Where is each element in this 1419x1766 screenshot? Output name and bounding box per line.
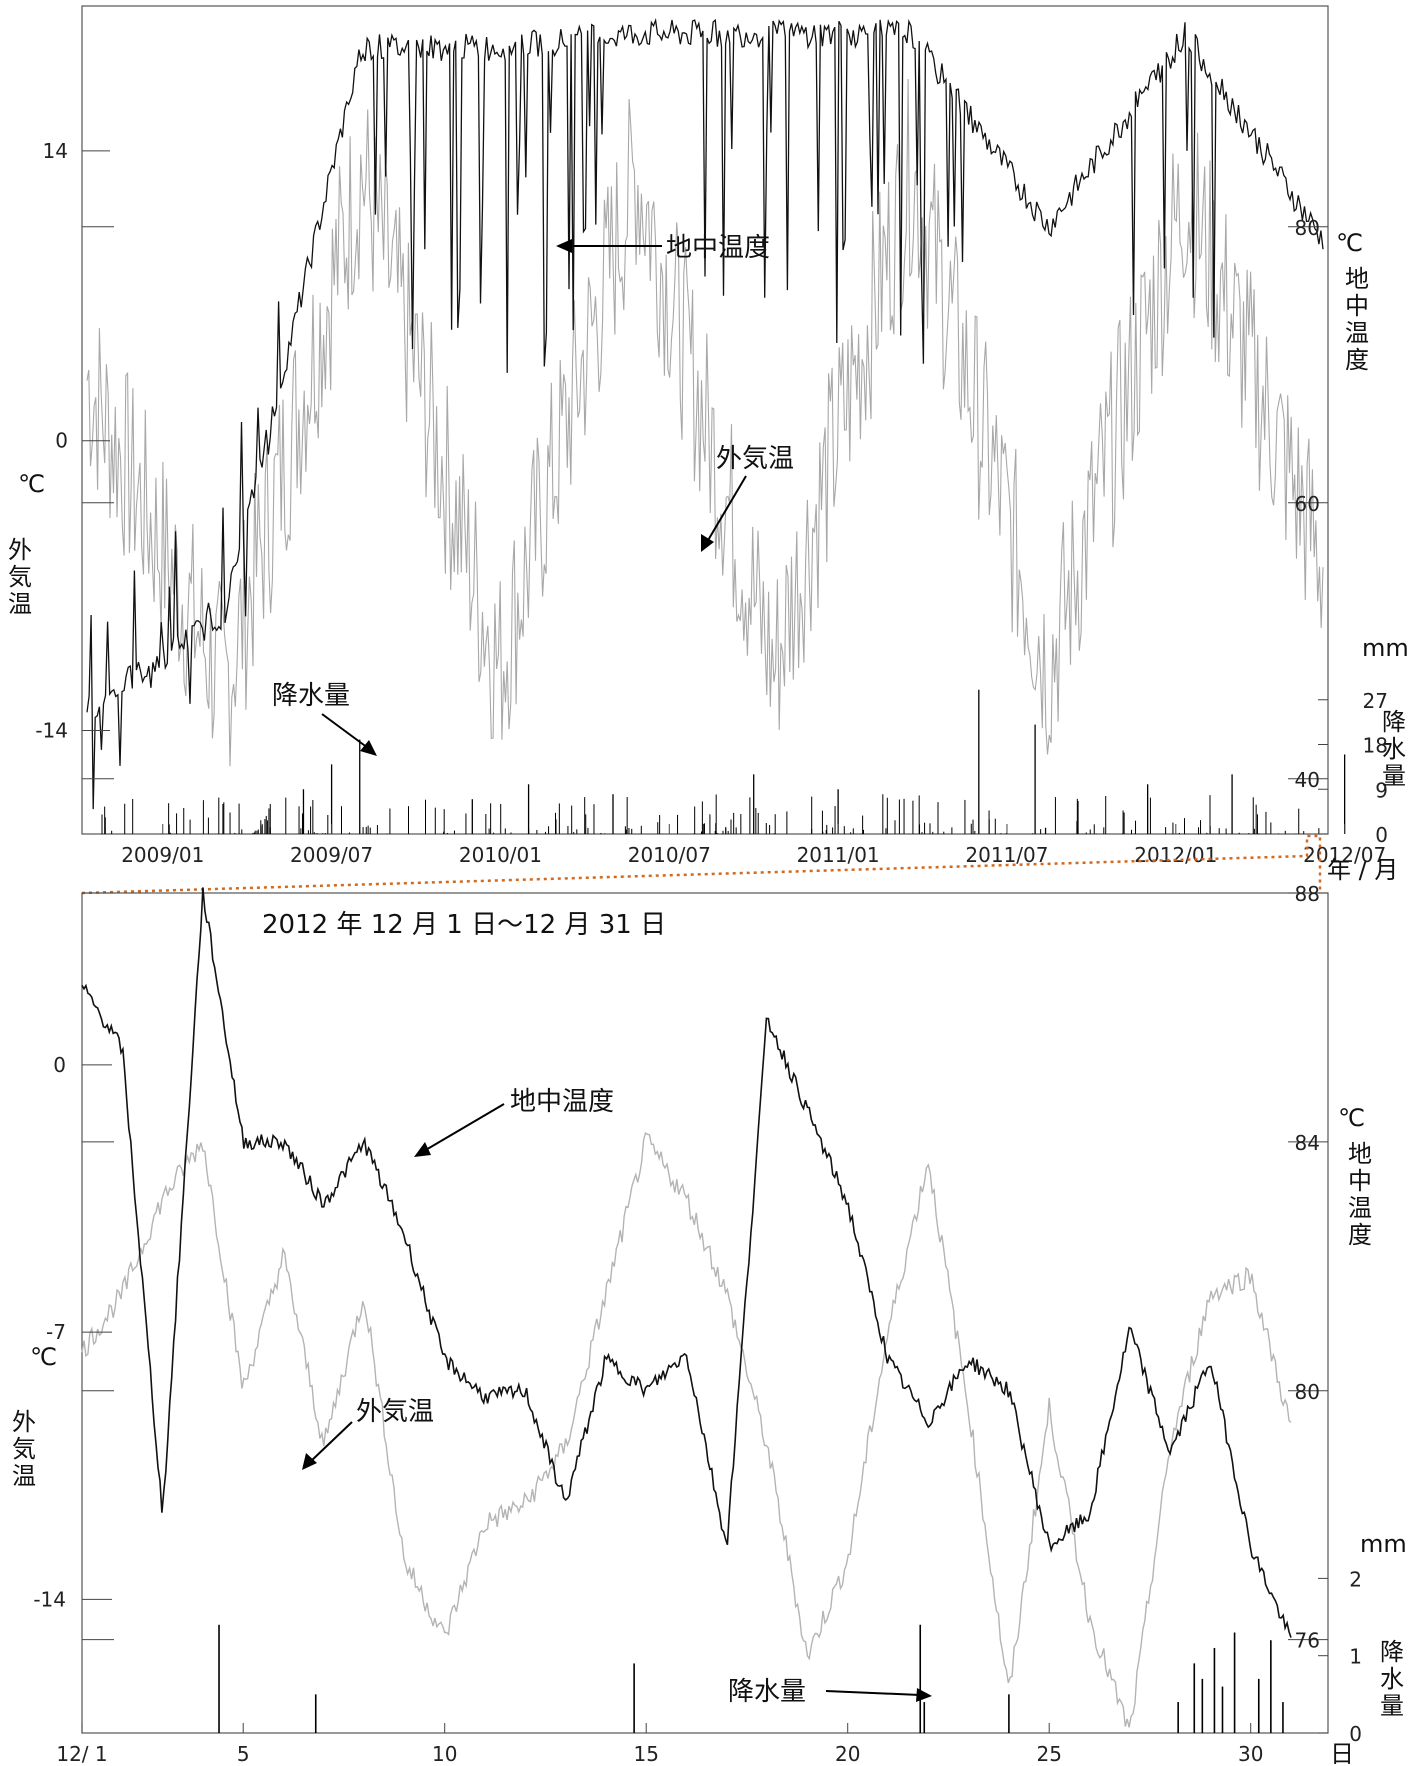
bottom-x-tick-label: 25: [1036, 1742, 1061, 1766]
top-precip-tick-label: 9: [1375, 778, 1388, 802]
top-precip-axis-label: 降水量: [1382, 708, 1406, 790]
top-right-precip-axis: 27 18 9 0: [1318, 689, 1388, 847]
bottom-air-annotation: 外気温: [356, 1397, 434, 1427]
top-plot-frame: [81, 5, 1329, 835]
top-precip-tick-label: 27: [1363, 689, 1388, 713]
top-precip-unit: mm: [1362, 634, 1409, 662]
top-right-tick-label: 60: [1295, 492, 1320, 516]
top-right-tick-label: 80: [1295, 216, 1320, 240]
bottom-ground-arrowhead: [414, 1142, 431, 1157]
top-air-arrow: [706, 475, 747, 543]
top-ground-annotation: 地中温度: [666, 233, 770, 263]
bottom-ground-temp-line: [81, 887, 1292, 1638]
top-precip-tick-label: 18: [1363, 734, 1388, 758]
top-right-ground-unit: ℃: [1336, 229, 1363, 257]
bottom-right-ground-unit: ℃: [1338, 1104, 1365, 1132]
top-precip-arrowhead: [360, 740, 377, 756]
bottom-air-temp-line: [81, 1132, 1292, 1728]
bottom-x-tick-label: 20: [835, 1742, 860, 1766]
bottom-right-ground-axis: 88 84 80 76: [82, 882, 1328, 1653]
bottom-title: 2012 年 12 月 1 日～12 月 31 日: [262, 910, 666, 940]
bottom-precip-annotation: 降水量: [728, 1677, 806, 1707]
bottom-air-temp-series: [81, 1132, 1292, 1728]
bottom-ground-temp-series: [81, 887, 1292, 1638]
bottom-x-tick-label: 12/ 1: [56, 1742, 107, 1766]
top-precip-series: [101, 689, 1346, 834]
top-precip-annotation: 降水量: [272, 681, 350, 711]
bottom-x-tick-label: 5: [237, 1742, 250, 1766]
top-x-axis: 2009/01 2009/07 2010/01 2010/07 2011/01 2011/…: [121, 824, 1386, 867]
bottom-left-unit: ℃: [30, 1343, 57, 1371]
top-left-unit: ℃: [18, 470, 45, 498]
top-ground-temp-series: [86, 17, 1324, 810]
top-right-ground-axis: 80 60 40: [82, 216, 1328, 792]
bottom-left-axis-label: 外気温: [12, 1408, 36, 1490]
bottom-right-ground-axis-label: 地中温度: [1348, 1140, 1372, 1249]
bottom-precip-tick-label: 1: [1349, 1645, 1362, 1669]
top-x-tick-label: 2011/01: [797, 843, 880, 867]
bottom-air-arrow: [309, 1421, 353, 1463]
top-left-axis-label: 外気温: [8, 536, 32, 618]
top-x-tick-label: 2010/01: [459, 843, 542, 867]
bottom-precip-arrow: [825, 1690, 921, 1696]
bottom-air-arrowhead: [302, 1453, 317, 1470]
bottom-right-tick-label: 88: [1295, 882, 1320, 906]
bottom-ground-annotation: 地中温度: [510, 1087, 614, 1117]
bottom-x-axis: 12/ 1 5 10 15 20 25 30: [56, 1723, 1263, 1766]
bottom-x-tick-label: 15: [633, 1742, 658, 1766]
top-air-temp-series: [86, 78, 1324, 767]
bottom-left-tick-label: 0: [53, 1053, 66, 1077]
bottom-right-tick-label: 76: [1295, 1629, 1320, 1653]
top-x-tick-label: 2009/01: [121, 843, 204, 867]
top-left-tick-label: -14: [35, 719, 68, 743]
top-air-arrowhead: [701, 534, 714, 552]
bottom-precip-unit: mm: [1360, 1530, 1407, 1558]
bottom-precip-series: [218, 1624, 1284, 1733]
top-air-annotation: 外気温: [716, 444, 794, 474]
top-precip-arrow: [321, 713, 369, 749]
bottom-precip-tick-label: 0: [1349, 1722, 1362, 1746]
top-x-tick-label: 2010/07: [628, 843, 711, 867]
top-x-tick-label: 2012/07: [1303, 843, 1386, 867]
top-precip-tick-label: 0: [1375, 823, 1388, 847]
top-right-ground-axis-label: 地中温度: [1345, 265, 1369, 374]
bottom-x-tick-label: 30: [1238, 1742, 1263, 1766]
bottom-left-axis: 0 -7 -14: [33, 1053, 112, 1611]
top-right-tick-label: 40: [1295, 768, 1320, 792]
top-ground-temp-line: [86, 17, 1324, 810]
top-left-axis: 14 0 -14: [35, 139, 110, 743]
top-x-tick-label: 2009/07: [290, 843, 373, 867]
bottom-left-tick-label: -7: [46, 1320, 66, 1344]
top-x-unit: 年 / 月: [1327, 856, 1398, 884]
bottom-right-tick-label: 80: [1295, 1380, 1320, 1404]
top-air-temp-line: [86, 78, 1324, 767]
top-left-tick-label: 14: [43, 139, 68, 163]
bottom-plot-frame: [81, 892, 1329, 1734]
top-x-tick-label: 2012/01: [1134, 843, 1217, 867]
bottom-left-tick-label: -14: [33, 1587, 66, 1611]
top-ground-arrowhead: [556, 239, 572, 253]
bottom-precip-axis-label: 降水量: [1380, 1638, 1404, 1720]
bottom-x-unit: 日: [1330, 1740, 1354, 1766]
bottom-precip-tick-label: 2: [1349, 1567, 1362, 1591]
bottom-right-tick-label: 84: [1295, 1131, 1320, 1155]
bottom-ground-arrow: [423, 1103, 505, 1152]
bottom-x-tick-label: 10: [432, 1742, 457, 1766]
bottom-precip-arrowhead: [916, 1688, 932, 1702]
bottom-right-precip-axis: 2 1 0: [1318, 1567, 1362, 1746]
top-left-tick-label: 0: [55, 429, 68, 453]
